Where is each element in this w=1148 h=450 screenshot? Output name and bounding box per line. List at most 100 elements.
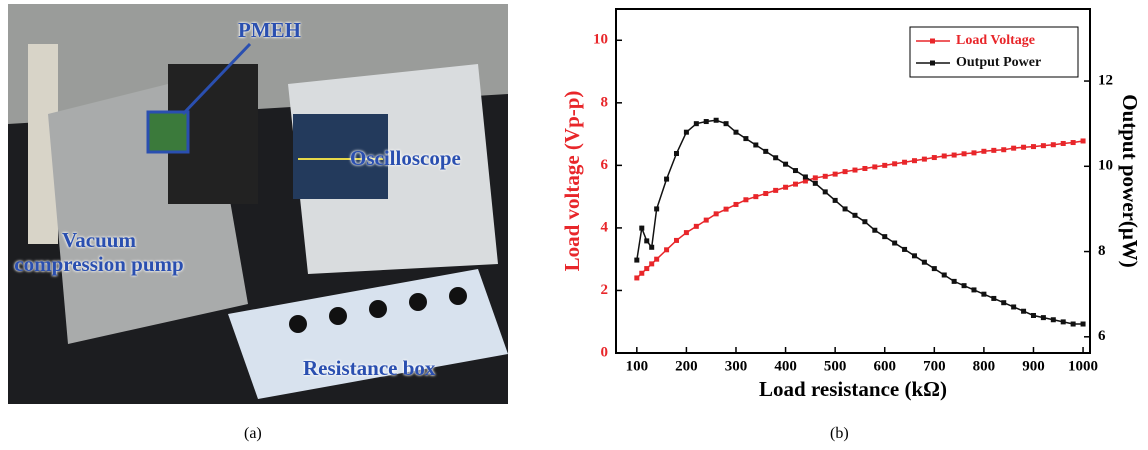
point bbox=[862, 165, 868, 171]
point bbox=[931, 155, 937, 161]
x-tick-label: 900 bbox=[1022, 358, 1045, 374]
point bbox=[832, 171, 838, 177]
point bbox=[902, 159, 908, 165]
x-tick-label: 800 bbox=[973, 358, 996, 374]
point bbox=[961, 283, 967, 289]
point bbox=[733, 129, 739, 135]
point bbox=[703, 119, 709, 125]
x-tick-label: 200 bbox=[675, 358, 698, 374]
y-tick-label: 10 bbox=[593, 32, 608, 48]
legend-box bbox=[909, 26, 1079, 78]
y-tick-label: 2 bbox=[601, 282, 609, 298]
x-tick-label: 100 bbox=[626, 358, 649, 374]
knob bbox=[369, 300, 387, 318]
y2-axis-label: Output power(μW) bbox=[1118, 94, 1142, 268]
point bbox=[981, 148, 987, 154]
photo-label: PMEH bbox=[238, 18, 301, 42]
point bbox=[812, 175, 818, 181]
pmeh-box bbox=[146, 110, 190, 154]
point bbox=[723, 206, 729, 212]
point bbox=[872, 227, 878, 233]
plot-frame bbox=[615, 8, 1091, 354]
point bbox=[882, 234, 888, 240]
point bbox=[743, 136, 749, 142]
caption: (a) bbox=[244, 425, 262, 442]
point bbox=[773, 155, 779, 161]
point bbox=[802, 178, 808, 184]
point bbox=[842, 169, 848, 175]
point bbox=[971, 150, 977, 156]
point bbox=[733, 201, 739, 207]
photo-label: Vacuum compression pump bbox=[14, 228, 184, 276]
point bbox=[654, 206, 660, 212]
point bbox=[644, 266, 650, 272]
legend-label: Output Power bbox=[956, 55, 1041, 70]
point bbox=[649, 244, 655, 250]
x-tick-label: 500 bbox=[824, 358, 847, 374]
point bbox=[991, 147, 997, 153]
point bbox=[683, 230, 689, 236]
point bbox=[1070, 140, 1076, 146]
point bbox=[634, 275, 640, 281]
point bbox=[743, 197, 749, 203]
point bbox=[649, 261, 655, 267]
point bbox=[1060, 140, 1066, 146]
point bbox=[852, 212, 858, 218]
point bbox=[1001, 147, 1007, 153]
photo-label: Resistance box bbox=[303, 356, 436, 380]
point bbox=[941, 153, 947, 159]
photo-label: Oscilloscope bbox=[350, 146, 461, 170]
chart: 100 200 300 400 500 600 700 800 900 1000 0 2 4 6 8 10 6 8… bbox=[560, 8, 1142, 401]
point bbox=[921, 156, 927, 162]
y-tick-label: 0 bbox=[601, 344, 609, 360]
point bbox=[1021, 308, 1027, 314]
point bbox=[951, 152, 957, 158]
point bbox=[882, 162, 888, 168]
point bbox=[763, 191, 769, 197]
point bbox=[981, 291, 987, 297]
photo bbox=[8, 4, 508, 404]
point bbox=[654, 256, 660, 262]
y2-tick-label: 8 bbox=[1098, 243, 1106, 259]
point bbox=[941, 272, 947, 278]
x-tick-label: 700 bbox=[923, 358, 946, 374]
resistance-box bbox=[228, 269, 508, 399]
point bbox=[683, 129, 689, 135]
knob bbox=[449, 287, 467, 305]
point bbox=[1040, 315, 1046, 321]
point bbox=[832, 197, 838, 203]
point bbox=[713, 117, 719, 123]
point bbox=[1050, 317, 1056, 323]
point bbox=[1001, 300, 1007, 306]
point bbox=[822, 173, 828, 179]
point bbox=[822, 189, 828, 195]
knob bbox=[329, 307, 347, 325]
pointer bbox=[181, 42, 252, 116]
point bbox=[1011, 145, 1017, 151]
x-tick-label: 300 bbox=[725, 358, 748, 374]
caption: (b) bbox=[830, 425, 849, 442]
point bbox=[1030, 312, 1036, 318]
point bbox=[802, 174, 808, 180]
point bbox=[862, 219, 868, 225]
point bbox=[634, 257, 640, 263]
point bbox=[664, 176, 670, 182]
point bbox=[792, 181, 798, 187]
point bbox=[693, 223, 699, 229]
x-tick-label: 400 bbox=[774, 358, 797, 374]
point bbox=[753, 194, 759, 200]
point bbox=[852, 167, 858, 173]
legend-marker bbox=[930, 60, 935, 66]
y-tick-label: 6 bbox=[601, 157, 609, 173]
point bbox=[763, 148, 769, 154]
x-axis-label: Load resistance (kΩ) bbox=[759, 377, 947, 401]
knob bbox=[409, 293, 427, 311]
point bbox=[664, 247, 670, 253]
point bbox=[921, 259, 927, 265]
point bbox=[911, 253, 917, 259]
point bbox=[902, 246, 908, 252]
x-tick-label: 1000 bbox=[1068, 358, 1098, 374]
point bbox=[783, 184, 789, 190]
point bbox=[1021, 144, 1027, 150]
